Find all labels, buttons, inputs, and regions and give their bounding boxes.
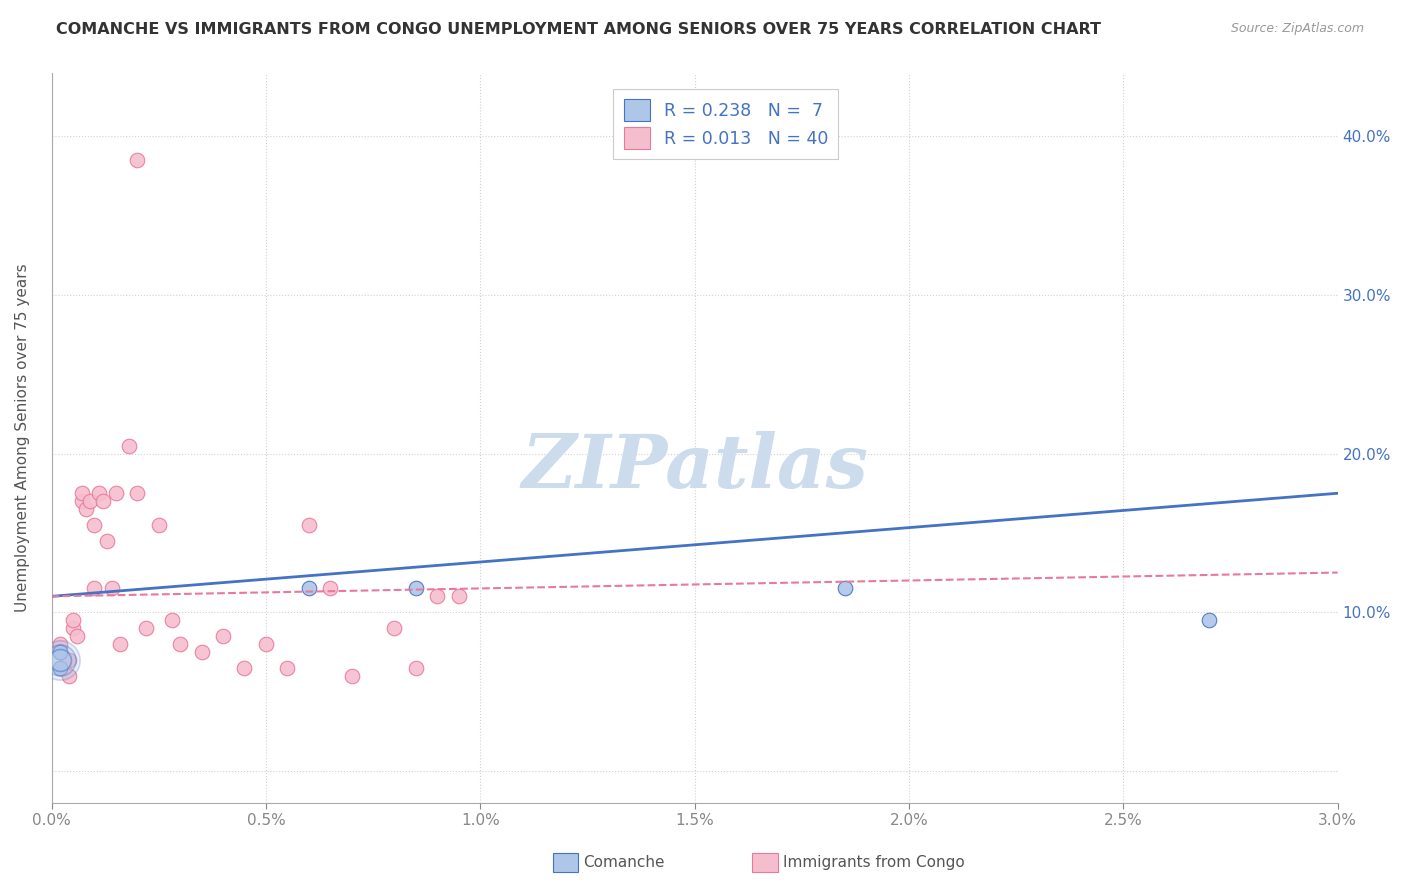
Point xyxy=(135,621,157,635)
Point xyxy=(384,621,406,635)
Point xyxy=(70,486,93,500)
Point xyxy=(87,486,110,500)
Point xyxy=(49,645,72,659)
Y-axis label: Unemployment Among Seniors over 75 years: Unemployment Among Seniors over 75 years xyxy=(15,263,30,612)
Text: Immigrants from Congo: Immigrants from Congo xyxy=(783,855,965,870)
Text: Source: ZipAtlas.com: Source: ZipAtlas.com xyxy=(1230,22,1364,36)
Point xyxy=(66,629,89,643)
Point xyxy=(298,582,321,596)
Point xyxy=(148,518,170,533)
Point xyxy=(127,153,149,168)
Point xyxy=(83,518,105,533)
Point xyxy=(49,645,72,659)
Point xyxy=(49,661,72,675)
Point xyxy=(58,668,80,682)
Point xyxy=(233,661,256,675)
Point xyxy=(70,494,93,508)
Point xyxy=(426,590,449,604)
Point xyxy=(83,582,105,596)
Point xyxy=(405,582,427,596)
Point xyxy=(834,582,856,596)
Point xyxy=(49,637,72,651)
Point xyxy=(62,621,84,635)
Point xyxy=(75,502,97,516)
Point xyxy=(53,661,76,675)
Point xyxy=(49,645,72,659)
Text: ZIPatlas: ZIPatlas xyxy=(522,431,868,503)
Point xyxy=(160,613,183,627)
Point xyxy=(104,486,127,500)
Point xyxy=(49,653,72,667)
Point xyxy=(100,582,122,596)
Point xyxy=(49,661,72,675)
Point xyxy=(108,637,131,651)
Point xyxy=(298,518,321,533)
Point xyxy=(96,533,118,548)
Legend: R = 0.238   N =  7, R = 0.013   N = 40: R = 0.238 N = 7, R = 0.013 N = 40 xyxy=(613,89,838,159)
Point xyxy=(127,486,149,500)
Point xyxy=(118,439,141,453)
Text: Comanche: Comanche xyxy=(583,855,665,870)
Point xyxy=(169,637,191,651)
Point xyxy=(340,668,363,682)
Point xyxy=(91,494,114,508)
Point xyxy=(79,494,101,508)
Point xyxy=(1198,613,1220,627)
Point xyxy=(49,653,72,667)
Point xyxy=(58,653,80,667)
Point xyxy=(319,582,342,596)
Point xyxy=(276,661,298,675)
Point xyxy=(49,640,72,654)
Point xyxy=(49,653,72,667)
Point xyxy=(62,613,84,627)
Point xyxy=(254,637,277,651)
Point xyxy=(190,645,212,659)
Point xyxy=(405,661,427,675)
Text: COMANCHE VS IMMIGRANTS FROM CONGO UNEMPLOYMENT AMONG SENIORS OVER 75 YEARS CORRE: COMANCHE VS IMMIGRANTS FROM CONGO UNEMPL… xyxy=(56,22,1101,37)
Point xyxy=(212,629,235,643)
Point xyxy=(447,590,470,604)
